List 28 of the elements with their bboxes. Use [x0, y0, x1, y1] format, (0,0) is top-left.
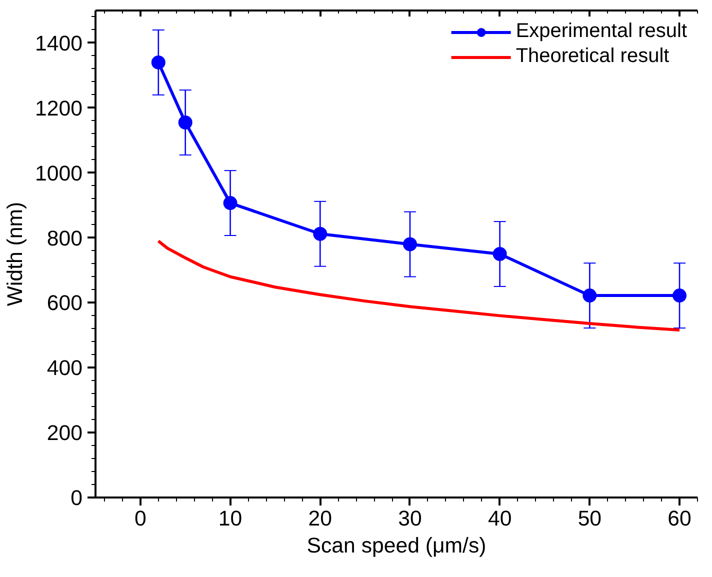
x-tick-label: 40 [488, 506, 512, 530]
x-tick-label: 60 [668, 506, 692, 530]
x-tick-label: 50 [578, 506, 602, 530]
point [492, 247, 507, 261]
y-tick-label: 600 [46, 291, 83, 316]
y-tick-label: 0 [70, 486, 83, 510]
point [178, 116, 192, 130]
legend-label: Theoretical result [516, 45, 670, 68]
y-tick-label: 1400 [35, 31, 83, 56]
y-tick-label: 1000 [35, 161, 83, 186]
point [151, 55, 166, 70]
point [223, 196, 238, 210]
point [672, 288, 687, 303]
x-tick-label: 10 [218, 506, 242, 530]
y-tick-label: 1200 [35, 96, 83, 120]
point [313, 226, 328, 241]
x-tick-label: 0 [134, 506, 146, 530]
x-axis-title: Scan speed (μm/s) [306, 534, 486, 558]
line-series [156, 240, 682, 332]
y-axis-title: Width (nm) [3, 202, 28, 306]
x-tick-label: 20 [308, 506, 332, 530]
point [402, 237, 417, 252]
point [582, 288, 597, 303]
y-tick-label: 400 [46, 356, 83, 380]
x-tick-label: 30 [398, 506, 422, 530]
y-tick-label: 800 [46, 226, 83, 250]
legend-label: Experimental result [516, 20, 687, 43]
y-tick-label: 200 [46, 421, 83, 446]
